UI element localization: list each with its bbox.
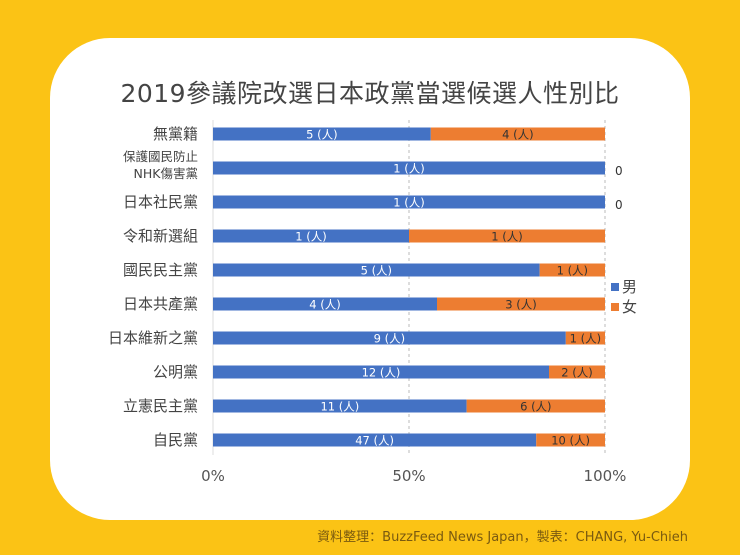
data-label: 11 (人) [320, 400, 359, 414]
bar-female [430, 127, 605, 141]
category-label: 保護國民防止 [123, 149, 198, 164]
data-label: 1 (人) [393, 162, 424, 176]
bar-female [409, 229, 605, 243]
legend-label: 男 [622, 278, 637, 296]
bar-male [213, 365, 549, 379]
category-label: 立憲民主黨 [123, 397, 198, 415]
category-label: NHK傷害黨 [134, 166, 198, 181]
category-label: 自民黨 [153, 431, 198, 449]
data-label: 4 (人) [309, 298, 340, 312]
category-label: 無黨籍 [153, 125, 198, 143]
data-label: 5 (人) [361, 264, 392, 278]
bar-female [536, 433, 605, 447]
data-label: 0 [615, 198, 623, 212]
bar-female [549, 365, 605, 379]
data-label: 1 (人) [393, 196, 424, 210]
x-tick-label: 100% [584, 467, 627, 485]
legend-swatch [611, 283, 619, 291]
data-label: 1 (人) [557, 264, 588, 278]
bar-female [565, 331, 605, 345]
bar-male [213, 399, 467, 413]
data-label: 3 (人) [505, 298, 536, 312]
bar-female [466, 399, 605, 413]
data-label: 1 (人) [570, 332, 601, 346]
bar-male [213, 127, 431, 141]
category-label: 日本社民黨 [123, 193, 198, 211]
chart-title: 2019參議院改選日本政黨當選候選人性別比 [120, 79, 620, 108]
data-label: 47 (人) [355, 434, 394, 448]
category-label: 令和新選組 [123, 227, 198, 245]
legend-swatch [611, 303, 619, 311]
data-label: 10 (人) [551, 434, 590, 448]
data-label: 6 (人) [520, 400, 551, 414]
data-label: 5 (人) [306, 128, 337, 142]
bar-male [213, 433, 537, 447]
bar-female [437, 297, 605, 311]
category-label: 國民民主黨 [123, 261, 198, 279]
data-label: 2 (人) [561, 366, 592, 380]
data-label: 1 (人) [295, 230, 326, 244]
bar-male [213, 263, 540, 277]
source-footer: 資料整理：BuzzFeed News Japan，製表：CHANG, Yu-Ch… [317, 530, 688, 545]
category-label: 日本維新之黨 [108, 329, 198, 347]
bar-male [213, 297, 437, 311]
x-tick-label: 0% [201, 467, 225, 485]
category-label: 公明黨 [153, 363, 198, 381]
bar-male [213, 229, 409, 243]
x-tick-label: 50% [392, 467, 425, 485]
bar-male [213, 195, 605, 209]
bar-female [539, 263, 605, 277]
bar-male [213, 161, 605, 175]
data-label: 1 (人) [491, 230, 522, 244]
bar-male [213, 331, 566, 345]
data-label: 4 (人) [502, 128, 533, 142]
data-label: 12 (人) [362, 366, 401, 380]
legend-label: 女 [622, 298, 637, 316]
data-label: 9 (人) [374, 332, 405, 346]
category-label: 日本共產黨 [123, 295, 198, 313]
data-label: 0 [615, 164, 623, 178]
